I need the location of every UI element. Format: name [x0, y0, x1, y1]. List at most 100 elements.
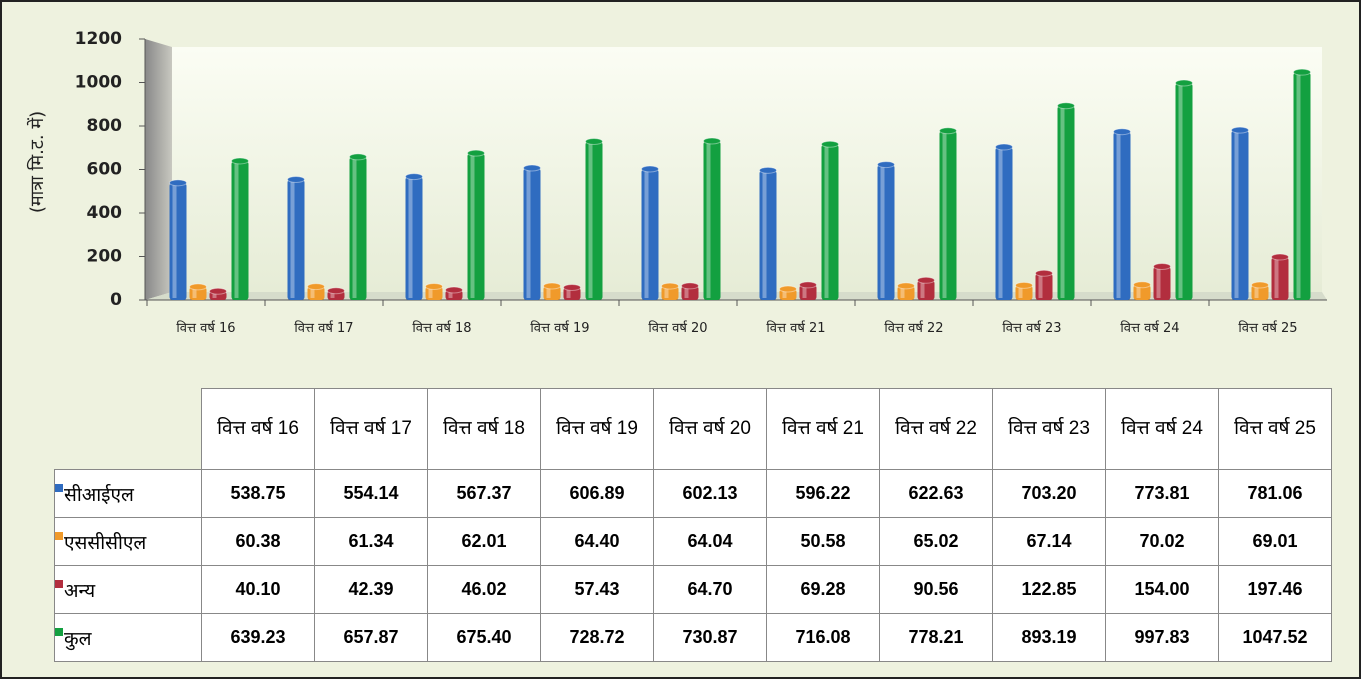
bar-top [231, 157, 249, 165]
bar [897, 282, 915, 300]
bar-top [1035, 269, 1053, 277]
bar-shine [526, 170, 531, 298]
bar-top [1293, 68, 1311, 76]
bar-body [1035, 273, 1053, 300]
data-row: कुल 639.23 657.87 675.40 728.72 730.87 716.08 7… [54, 613, 1332, 662]
table-cell: 64.40 [540, 517, 654, 566]
bar-body [1231, 130, 1249, 300]
bar-body [405, 176, 423, 300]
bar-top [1251, 281, 1269, 289]
bar-shine [900, 287, 905, 298]
bar-top [287, 175, 305, 183]
bar-body [1015, 285, 1033, 300]
table-cell: 997.83 [1105, 613, 1219, 662]
bar [661, 282, 679, 300]
bar-body [1153, 266, 1171, 300]
bar-top [1113, 128, 1131, 136]
table-cell: 730.87 [653, 613, 767, 662]
bar-top [425, 283, 443, 291]
bar-shine [234, 162, 239, 298]
bar-top [759, 166, 777, 174]
x-tick-label: वित्त वर्ष 17 [294, 321, 354, 336]
bar-shine [762, 172, 767, 298]
bar [189, 283, 207, 300]
bar-shine [1060, 107, 1065, 299]
legend-label: अन्य [64, 580, 96, 602]
table-cell: 716.08 [766, 613, 880, 662]
table-cell: 703.20 [992, 469, 1106, 518]
bar-shine [920, 282, 925, 298]
column-header: वित्त वर्ष 18 [427, 388, 541, 470]
table-cell: 57.43 [540, 565, 654, 614]
bar-top [543, 282, 561, 290]
bar-body [1271, 257, 1289, 300]
bar-body [585, 141, 603, 300]
bar-shine [1296, 74, 1301, 298]
bar-shine [1156, 268, 1161, 298]
bar-body [995, 147, 1013, 300]
bar-body [1113, 131, 1131, 300]
bar-shine [1274, 259, 1279, 298]
column-header: वित्त वर्ष 19 [540, 388, 654, 470]
table-cell: 61.34 [314, 517, 428, 566]
table-cell: 554.14 [314, 469, 428, 518]
bar-top [467, 149, 485, 157]
bar-body [543, 285, 561, 300]
bar [759, 166, 777, 300]
y-tick-label: 400 [87, 203, 123, 223]
bar-shine [684, 287, 689, 298]
bar [467, 149, 485, 300]
bar-shine [212, 293, 217, 298]
bar [681, 282, 699, 300]
bar-body [821, 144, 839, 300]
table-cell: 567.37 [427, 469, 541, 518]
y-tick-label: 800 [87, 116, 123, 136]
bar-shine [428, 288, 433, 298]
bar-top [307, 283, 325, 291]
bar-body [1133, 284, 1151, 300]
bar [585, 138, 603, 300]
legend-label: कुल [64, 628, 92, 650]
y-tick-label: 600 [87, 160, 123, 180]
bar-top [779, 285, 797, 293]
bar [779, 285, 797, 300]
side-wall [145, 39, 172, 300]
bar [641, 165, 659, 300]
data-table: वित्त वर्ष 16 वित्त वर्ष 17 वित्त वर्ष 18 व… [54, 388, 1332, 662]
bar-shine [942, 132, 947, 298]
bar [231, 157, 249, 300]
data-row: सीआईएल 538.75 554.14 567.37 606.89 602.13 596.… [54, 469, 1332, 518]
table-cell: 657.87 [314, 613, 428, 662]
table-cell: 622.63 [879, 469, 993, 518]
table-cell: 728.72 [540, 613, 654, 662]
bar-top [445, 286, 463, 294]
bar-top [661, 282, 679, 290]
bar [1231, 126, 1249, 300]
x-tick-label: वित्त वर्ष 20 [648, 321, 708, 336]
bar-top [821, 140, 839, 148]
table-cell: 675.40 [427, 613, 541, 662]
bar-top [189, 283, 207, 291]
bar [1057, 102, 1075, 301]
bar-shine [1038, 275, 1043, 298]
bar-body [349, 156, 367, 300]
x-tick-label: वित्त वर्ष 25 [1238, 321, 1298, 336]
bar-top [1015, 281, 1033, 289]
bar [445, 286, 463, 300]
y-tick-label: 200 [87, 247, 123, 267]
bar-body [1057, 105, 1075, 301]
legend-label: सीआईएल [64, 484, 134, 506]
bar [1175, 79, 1193, 300]
bar-body [169, 182, 187, 300]
table-cell: 60.38 [201, 517, 315, 566]
table-cell: 197.46 [1218, 565, 1332, 614]
y-tick-label: 1000 [75, 73, 122, 93]
bar [405, 173, 423, 300]
bar-shine [408, 178, 413, 298]
bar-shine [706, 143, 711, 298]
bar-shine [1116, 133, 1121, 298]
bar-body [641, 169, 659, 300]
y-axis-label: (मात्रा मि.ट. में) [26, 111, 48, 213]
legend-entry: सीआईएल [54, 469, 202, 518]
